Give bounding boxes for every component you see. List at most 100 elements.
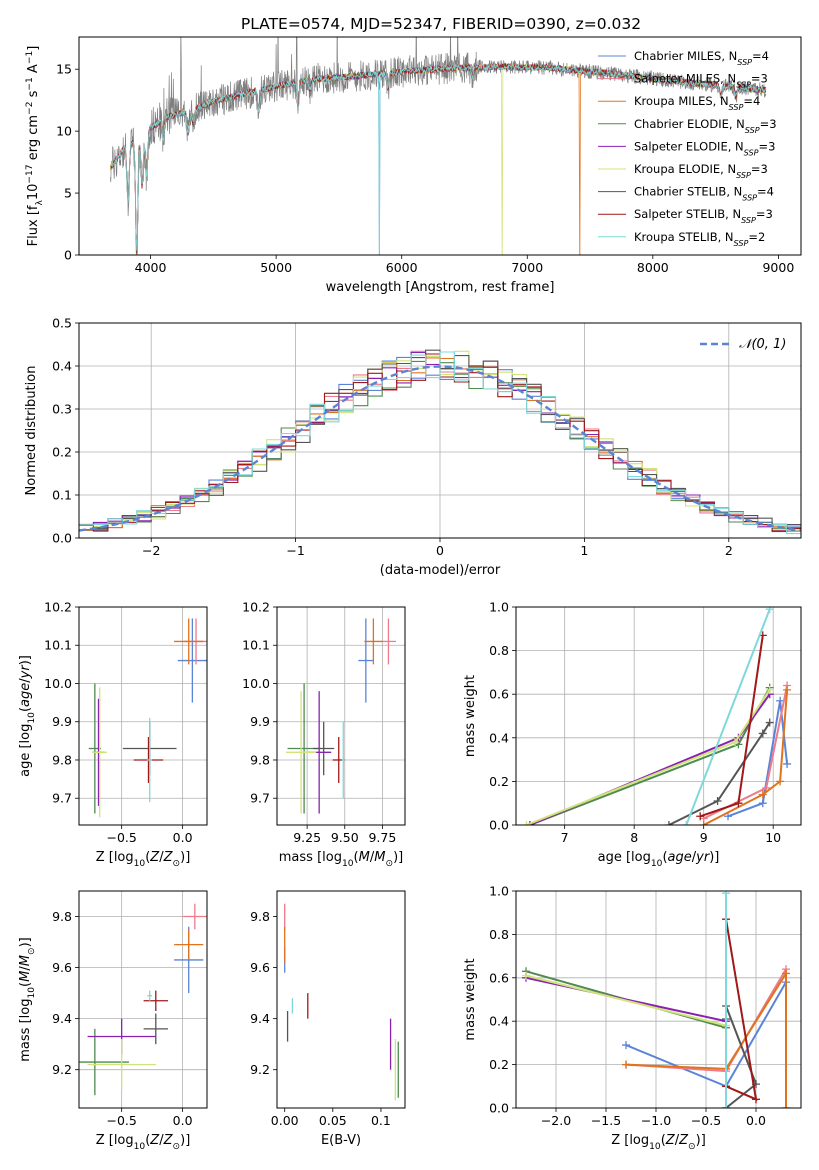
x-axis-label-part: 10	[651, 859, 663, 869]
mass-weight-line	[727, 700, 789, 818]
y-axis-label-part: −17	[25, 164, 35, 183]
x-tick-label: 9.50	[331, 830, 359, 845]
y-axis-label-part: (	[18, 982, 33, 987]
x-axis-label-part: )]	[696, 1133, 706, 1148]
axes: 0.00 0.05 0.1 9.2 9.4 9.6 9.8 E(B-V)	[250, 890, 406, 1148]
y-axis-label-part: s	[26, 90, 41, 101]
axes-frame	[276, 606, 406, 826]
legend-label: Chabrier MILES, NSSP=4	[634, 49, 769, 67]
mass-weight-marker	[724, 812, 733, 821]
legend-label-part: Chabrier ELODIE, N	[634, 117, 745, 131]
y-tick-label: 1.0	[489, 600, 509, 615]
errorbar-point	[143, 990, 168, 1011]
y-axis-label-part: )]	[18, 937, 33, 947]
legend-label-part: =4	[752, 49, 769, 63]
legend-label-part: SSP	[741, 216, 756, 225]
y-tick-label: 0.1	[52, 488, 72, 503]
mass-weight-marker	[765, 607, 774, 614]
x-tick-label: 5000	[260, 260, 292, 275]
axes-frame	[78, 606, 208, 826]
legend-label-part: =3	[756, 207, 773, 221]
y-tick-label: 0.0	[489, 1101, 509, 1116]
x-axis-label: mass [log10(M/M⊙)]	[279, 850, 403, 869]
y-axis-label-part: mass weight	[463, 675, 478, 757]
mass-weight-marker	[758, 790, 767, 799]
panel-mass-vs-Z: −0.5 0.09.29.49.69.8Z [log10(Z/Z⊙)]mass […	[18, 890, 208, 1152]
x-axis-label-part: Z	[665, 1133, 676, 1148]
x-axis-label-part: Z [log	[96, 850, 134, 865]
x-tick-label: 7000	[511, 260, 543, 275]
x-axis-label-part: )]	[180, 850, 190, 865]
errorbar-point	[174, 618, 204, 665]
mass-weight-marker	[730, 738, 739, 747]
legend-label: 𝒩(0, 1)	[739, 337, 786, 352]
plot-area	[284, 903, 399, 1101]
mass-weight-marker	[762, 783, 771, 792]
legend-label: Chabrier STELIB, NSSP=4	[634, 185, 774, 203]
y-tick-label: 0.5	[52, 316, 72, 331]
y-tick-label: 10.0	[242, 676, 270, 691]
y-axis-label-part: /	[18, 966, 33, 971]
legend-label-part: Salpeter MILES, N	[634, 72, 736, 86]
mass-weight-marker	[776, 696, 785, 705]
x-tick-label: 6000	[386, 260, 418, 275]
y-axis-label-part: λ	[35, 200, 45, 206]
model-spectrum-line	[110, 63, 767, 251]
axes: −0.5 0.09.79.89.910.010.110.2Z [log10(Z/Z…	[18, 600, 208, 869]
mass-weight-marker	[752, 1095, 760, 1104]
x-tick-label: −1.5	[591, 1113, 621, 1128]
normal-reference-curve	[79, 365, 801, 532]
panel-age-vs-Z: −0.5 0.09.79.89.910.010.110.2Z [log10(Z/Z…	[18, 600, 208, 869]
legend-label: Salpeter MILES, NSSP=3	[634, 72, 768, 90]
x-axis-label-part: /	[159, 1133, 164, 1148]
panel-mass-weight-vs-Z: −2.0 −1.5 −1.0 −0.5 0.0 0.0 0.2 0.4 0.6 0.8 1.0 Z […	[463, 884, 802, 1152]
legend-label: Kroupa STELIB, NSSP=2	[634, 230, 765, 248]
x-tick-label: 9.25	[293, 830, 321, 845]
model-spectrum-line	[110, 63, 766, 253]
errorbar-point	[92, 687, 108, 818]
x-axis-label: (data-model)/error	[380, 563, 501, 578]
y-axis-label: mass weight	[463, 958, 478, 1040]
x-axis-label-part: )]	[709, 850, 719, 865]
plot-area	[522, 607, 792, 825]
legend-label: Kroupa MILES, NSSP=4	[634, 94, 760, 112]
legend-label-part: Kroupa STELIB, N	[634, 230, 734, 244]
mass-weight-marker	[783, 759, 792, 768]
x-tick-label: 2	[725, 543, 733, 558]
x-axis-label: Z [log10(Z/Z⊙)]	[611, 1133, 706, 1152]
y-axis-label-part: M	[18, 971, 33, 982]
x-axis-label-part: Z [log	[96, 1133, 134, 1148]
errorbar-point	[182, 903, 207, 930]
mass-weight-marker	[522, 971, 530, 980]
errorbar-point	[364, 618, 383, 665]
mass-weight-marker	[734, 799, 743, 808]
y-tick-label: 0.8	[489, 927, 509, 942]
y-tick-label: 10.0	[44, 676, 72, 691]
x-axis-label-part: ⊙	[688, 1142, 696, 1152]
legend-label: Chabrier ELODIE, NSSP=3	[634, 117, 777, 135]
axes: −2 −1 0 1 2 0.0 0.1 0.2 0.3 0.4 0.5 (data-model)/er…	[24, 316, 802, 578]
legend-label-part: =3	[758, 139, 775, 153]
y-axis-label-part: (	[18, 707, 33, 712]
mass-weight-marker	[782, 1104, 790, 1108]
legend-label-part: =3	[751, 72, 768, 86]
axes-frame	[515, 890, 802, 1109]
x-axis-label-part: (data-model)/error	[380, 563, 501, 578]
x-tick-label: −2	[142, 543, 160, 558]
y-axis-label-part: 10	[27, 712, 37, 724]
legend-label-part: SSP	[745, 125, 760, 134]
x-axis-label-part: 10	[134, 1142, 146, 1152]
x-axis-label-part: 10	[342, 859, 354, 869]
y-axis-label: mass [log10(M/M⊙)]	[18, 937, 37, 1061]
y-axis-label-part: −1	[25, 77, 35, 90]
mass-weight-marker	[758, 729, 767, 738]
axes-frame	[276, 890, 406, 1109]
mass-weight-marker	[699, 821, 708, 825]
x-axis-label-part: Z	[149, 850, 160, 865]
y-tick-label: 15	[56, 62, 72, 77]
y-axis-label-part: Flux [f	[26, 205, 41, 246]
x-tick-label: 1	[580, 543, 588, 558]
mass-weight-marker	[522, 821, 531, 825]
x-tick-label: 0.0	[746, 1113, 766, 1128]
x-axis-label: wavelength [Angstrom, rest frame]	[326, 280, 555, 295]
